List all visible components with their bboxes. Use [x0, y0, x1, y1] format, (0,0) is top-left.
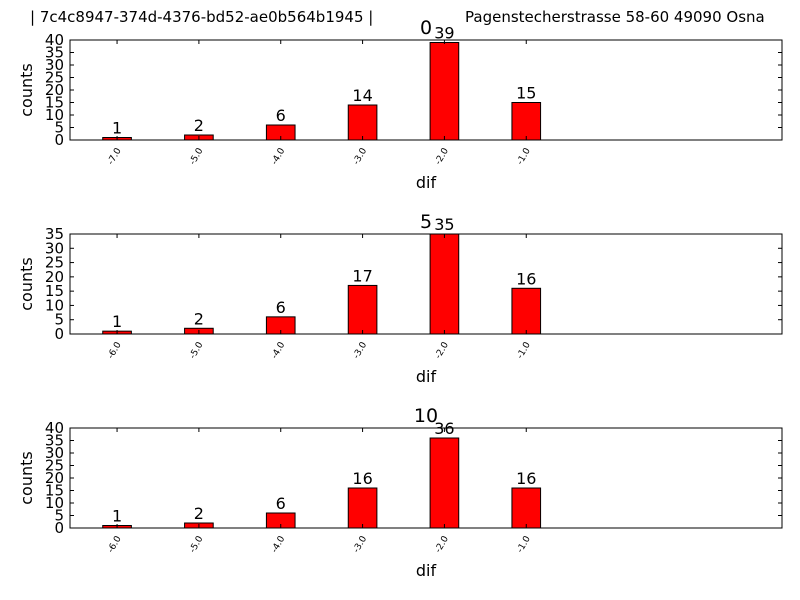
- x-tick-label: -2.0: [434, 340, 452, 360]
- bar-value-label: 15: [516, 84, 536, 103]
- bar-value-label: 1: [112, 507, 122, 526]
- y-tick-label: 5: [54, 311, 64, 329]
- y-axis-label: counts: [17, 63, 36, 116]
- y-tick-label: 25: [45, 254, 64, 272]
- x-tick-label: -6.0: [106, 340, 124, 360]
- bar--3.0: [347, 487, 378, 529]
- y-tick-label: 0: [54, 131, 64, 149]
- plot-frame: [69, 233, 783, 335]
- bar-value-label: 1: [112, 119, 122, 138]
- header-id-text: | 7c4c8947-374d-4376-bd52-ae0b564b1945 |: [30, 8, 374, 26]
- y-tick-label: 40: [45, 31, 64, 49]
- chart-panel-5: 05101520253035-6.01-5.02-4.06-3.017-2.03…: [17, 211, 783, 386]
- x-tick-label: -1.0: [515, 146, 533, 166]
- y-tick-label: 10: [45, 494, 64, 512]
- y-axis-label: counts: [17, 257, 36, 310]
- y-tick-label: 40: [45, 419, 64, 437]
- y-tick-label: 20: [45, 469, 64, 487]
- figure-header: | 7c4c8947-374d-4376-bd52-ae0b564b1945 |…: [0, 8, 800, 30]
- x-tick-label: -5.0: [188, 340, 206, 360]
- y-tick-label: 30: [45, 239, 64, 257]
- bar-value-label: 2: [194, 116, 204, 135]
- chart-title: 10: [414, 405, 438, 427]
- chart-title: 0: [420, 17, 432, 39]
- y-tick-label: 15: [45, 482, 64, 500]
- y-tick-label: 25: [45, 69, 64, 87]
- bar-value-label: 1: [112, 312, 122, 331]
- bar-value-label: 6: [276, 298, 286, 317]
- y-tick-label: 10: [45, 106, 64, 124]
- bar-value-label: 16: [352, 469, 372, 488]
- y-tick-label: 0: [54, 519, 64, 537]
- y-axis-label: counts: [17, 451, 36, 504]
- y-tick-label: 25: [45, 457, 64, 475]
- y-tick-label: 10: [45, 296, 64, 314]
- x-tick-label: -5.0: [188, 146, 206, 166]
- x-tick-label: -5.0: [188, 534, 206, 554]
- x-axis-label: dif: [416, 367, 437, 386]
- y-tick-label: 20: [45, 268, 64, 286]
- y-tick-label: 30: [45, 56, 64, 74]
- plot-frame: [69, 427, 783, 529]
- y-tick-label: 5: [54, 119, 64, 137]
- y-tick-label: 35: [45, 44, 64, 62]
- bar-value-label: 39: [434, 24, 454, 43]
- bar-value-label: 6: [276, 494, 286, 513]
- bar--2.0: [429, 233, 460, 335]
- chart-panel-10: 0510152025303540-6.01-5.02-4.06-3.016-2.…: [17, 405, 783, 580]
- x-tick-label: -7.0: [106, 146, 124, 166]
- x-tick-label: -3.0: [352, 340, 370, 360]
- x-tick-label: -2.0: [434, 146, 452, 166]
- y-tick-label: 15: [45, 94, 64, 112]
- bar-value-label: 16: [516, 469, 536, 488]
- x-tick-label: -1.0: [515, 534, 533, 554]
- x-axis-label: dif: [416, 173, 437, 192]
- y-tick-label: 30: [45, 444, 64, 462]
- y-tick-label: 15: [45, 282, 64, 300]
- x-tick-label: -6.0: [106, 534, 124, 554]
- bar--1.0: [511, 487, 542, 529]
- bar-value-label: 17: [352, 266, 372, 285]
- bar-value-label: 14: [352, 86, 372, 105]
- bar-value-label: 2: [194, 504, 204, 523]
- x-axis-label: dif: [416, 561, 437, 580]
- bar-value-label: 35: [434, 215, 454, 234]
- bar--2.0: [429, 437, 460, 529]
- bar-value-label: 16: [516, 269, 536, 288]
- bar--1.0: [511, 287, 542, 335]
- header-address-text: Pagenstecherstrasse 58-60 49090 Osna: [465, 8, 765, 26]
- x-tick-label: -2.0: [434, 534, 452, 554]
- bar-value-label: 6: [276, 106, 286, 125]
- plot-frame: [69, 39, 783, 141]
- x-tick-label: -4.0: [270, 534, 288, 554]
- bar--2.0: [429, 42, 460, 141]
- y-tick-label: 35: [45, 432, 64, 450]
- chart-panel-0: 0510152025303540-7.01-5.02-4.06-3.014-2.…: [17, 17, 783, 192]
- x-tick-label: -3.0: [352, 534, 370, 554]
- y-tick-label: 5: [54, 507, 64, 525]
- bar--1.0: [511, 102, 542, 141]
- chart-title: 5: [420, 211, 432, 233]
- bar--3.0: [347, 104, 378, 141]
- bar-value-label: 36: [434, 419, 454, 438]
- y-tick-label: 0: [54, 325, 64, 343]
- bar--3.0: [347, 284, 378, 335]
- x-tick-label: -4.0: [270, 146, 288, 166]
- bar-value-label: 2: [194, 309, 204, 328]
- y-tick-label: 35: [45, 225, 64, 243]
- x-tick-label: -4.0: [270, 340, 288, 360]
- x-tick-label: -1.0: [515, 340, 533, 360]
- x-tick-label: -3.0: [352, 146, 370, 166]
- y-tick-label: 20: [45, 81, 64, 99]
